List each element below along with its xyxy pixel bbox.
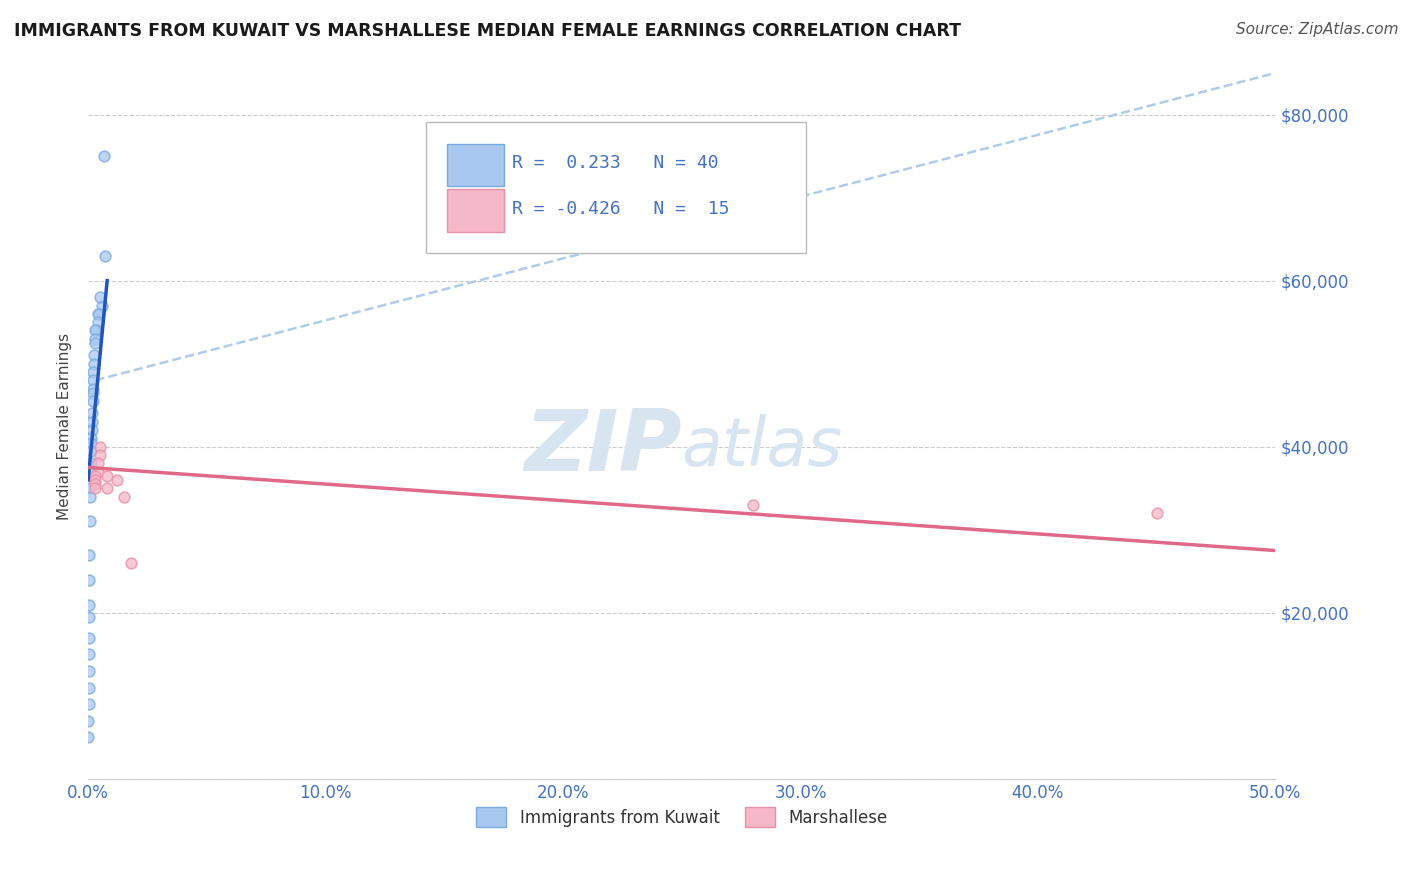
Text: atlas: atlas (682, 414, 842, 480)
Point (77, 648, 100, 662)
Point (82, 365, 104, 379)
Point (79, 481, 101, 495)
Point (82, 373, 104, 387)
Point (79, 456, 101, 470)
Point (1146, 506, 1168, 520)
Point (94, 249, 117, 263)
Point (83, 357, 105, 371)
Point (84, 477, 107, 491)
FancyBboxPatch shape (447, 189, 503, 232)
Point (96, 468, 118, 483)
Text: R = -0.426   N =  15: R = -0.426 N = 15 (512, 200, 730, 219)
Point (79, 490, 101, 504)
Point (77, 610, 100, 624)
Point (89, 448, 111, 462)
Point (86, 307, 108, 321)
Point (112, 490, 135, 504)
Text: Source: ZipAtlas.com: Source: ZipAtlas.com (1236, 22, 1399, 37)
Point (82, 385, 104, 400)
Text: R =  0.233   N = 40: R = 0.233 N = 40 (512, 154, 718, 172)
Point (742, 498, 765, 512)
Point (89, 290, 111, 304)
Point (77, 731, 100, 745)
Point (79, 515, 101, 529)
Point (79, 443, 101, 458)
Point (93, 149, 115, 163)
Point (84, 332, 107, 346)
Point (79, 431, 101, 445)
Point (84, 481, 107, 495)
Point (89, 440, 111, 454)
Point (77, 598, 100, 612)
Point (80, 407, 103, 421)
Text: IMMIGRANTS FROM KUWAIT VS MARSHALLESE MEDIAN FEMALE EARNINGS CORRELATION CHART: IMMIGRANTS FROM KUWAIT VS MARSHALLESE ME… (14, 22, 962, 40)
Point (87, 307, 110, 321)
FancyBboxPatch shape (426, 122, 807, 253)
FancyBboxPatch shape (447, 144, 503, 186)
Point (82, 394, 104, 409)
Point (86, 456, 108, 470)
Point (84, 468, 107, 483)
Point (77, 573, 100, 587)
Point (77, 681, 100, 695)
Point (84, 323, 107, 337)
Point (86, 315, 108, 329)
Point (77, 664, 100, 678)
Point (77, 697, 100, 711)
Point (84, 335, 107, 350)
Point (105, 473, 128, 487)
Point (86, 323, 108, 337)
Point (77, 631, 100, 645)
Point (83, 348, 105, 362)
Point (79, 465, 101, 479)
Point (120, 556, 142, 570)
Point (82, 382, 104, 396)
Point (96, 481, 118, 495)
Point (91, 299, 114, 313)
Point (84, 473, 107, 487)
Point (79, 548, 101, 562)
Point (86, 465, 108, 479)
Text: ZIP: ZIP (524, 406, 682, 489)
Point (80, 423, 103, 437)
Legend: Immigrants from Kuwait, Marshallese: Immigrants from Kuwait, Marshallese (470, 800, 894, 834)
Y-axis label: Median Female Earnings: Median Female Earnings (58, 333, 72, 519)
Point (79, 435, 101, 450)
Point (80, 415, 103, 429)
Point (77, 714, 100, 728)
